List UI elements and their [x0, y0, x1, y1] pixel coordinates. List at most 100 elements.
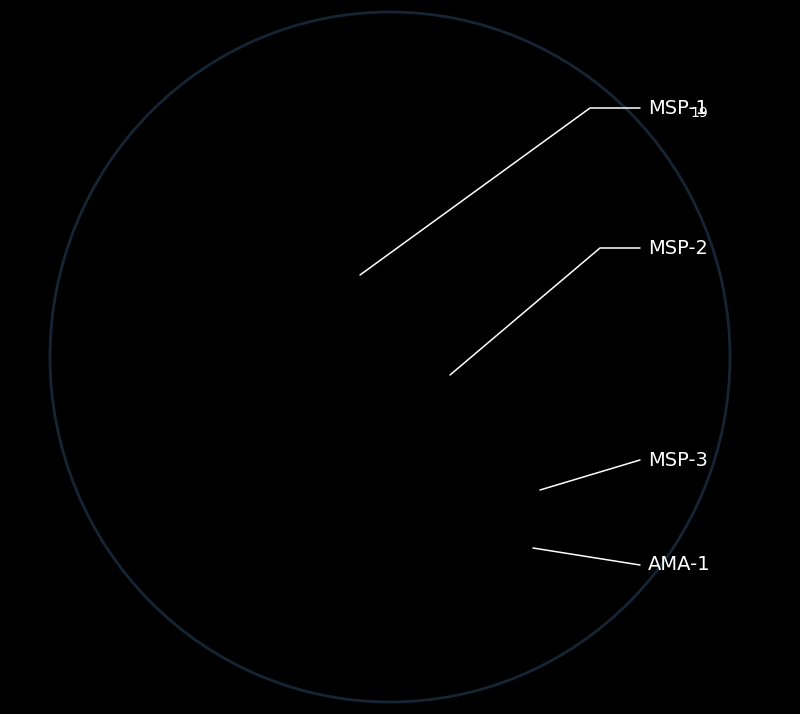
Point	[424, 379, 437, 391]
Point	[251, 512, 264, 523]
Point	[98, 489, 111, 501]
Point	[538, 259, 551, 271]
Point	[634, 424, 646, 436]
Point	[304, 252, 317, 263]
Point	[209, 564, 222, 575]
Point	[249, 169, 262, 181]
Point	[94, 364, 106, 376]
Point	[274, 439, 286, 451]
Point	[618, 169, 631, 181]
Point	[434, 444, 446, 456]
Point	[249, 314, 262, 326]
Point	[363, 654, 377, 665]
Point	[563, 159, 576, 171]
Point	[198, 384, 211, 396]
Point	[163, 284, 176, 296]
Point	[504, 484, 517, 496]
Point	[414, 514, 426, 526]
Point	[544, 194, 557, 206]
Point	[449, 574, 462, 585]
Point	[218, 549, 231, 560]
Point	[474, 304, 486, 316]
Point	[651, 214, 664, 226]
Point	[474, 49, 486, 61]
Point	[424, 629, 437, 640]
Point	[323, 182, 337, 193]
Point	[78, 312, 91, 323]
Point	[558, 454, 571, 466]
Point	[264, 119, 277, 131]
Point	[289, 534, 302, 545]
Point	[304, 339, 317, 351]
Point	[318, 654, 331, 665]
Point	[349, 116, 362, 128]
Point	[424, 304, 437, 316]
Point	[651, 214, 664, 226]
Point	[82, 249, 94, 261]
Point	[202, 456, 214, 468]
Point	[558, 454, 571, 466]
Point	[144, 559, 157, 570]
Point	[158, 454, 171, 466]
Point	[354, 514, 366, 526]
Point	[683, 254, 696, 266]
Point	[394, 464, 406, 476]
Text: 19: 19	[690, 106, 708, 120]
Point	[674, 209, 686, 221]
Point	[194, 354, 206, 366]
Point	[354, 359, 366, 371]
Point	[509, 659, 522, 670]
Point	[104, 514, 117, 526]
Point	[182, 394, 194, 406]
Point	[158, 189, 171, 201]
Point	[111, 429, 125, 441]
Point	[222, 486, 234, 498]
Point	[158, 454, 171, 466]
Point	[424, 62, 437, 74]
Point	[604, 304, 617, 316]
Point	[254, 474, 266, 486]
Point	[498, 554, 511, 565]
Point	[618, 369, 631, 381]
Point	[314, 264, 326, 276]
Point	[464, 234, 477, 246]
Point	[504, 239, 517, 251]
Point	[434, 219, 446, 231]
Point	[294, 374, 306, 386]
Text: MSP-2: MSP-2	[648, 238, 708, 258]
Point	[323, 182, 337, 193]
Point	[169, 543, 182, 554]
Point	[209, 304, 222, 316]
Point	[494, 534, 506, 545]
Point	[294, 549, 306, 560]
Point	[169, 543, 182, 554]
Point	[243, 344, 256, 356]
Point	[689, 354, 702, 366]
Point	[629, 529, 642, 540]
Point	[138, 244, 151, 256]
Point	[158, 169, 171, 181]
Point	[594, 564, 606, 575]
Point	[278, 649, 291, 660]
Point	[158, 169, 171, 181]
Point	[349, 584, 362, 595]
Point	[338, 304, 351, 316]
Point	[474, 304, 486, 316]
Point	[384, 324, 397, 336]
Point	[504, 504, 517, 516]
Point	[309, 112, 322, 124]
Point	[651, 214, 664, 226]
Point	[384, 262, 397, 273]
Point	[158, 189, 171, 201]
Point	[674, 514, 686, 526]
Point	[552, 424, 565, 436]
Point	[683, 419, 696, 431]
Point	[363, 614, 377, 625]
Point	[504, 594, 517, 605]
Point	[194, 354, 206, 366]
Point	[642, 484, 654, 496]
Point	[264, 119, 277, 131]
Point	[409, 124, 422, 136]
Point	[554, 304, 566, 316]
Point	[589, 514, 602, 526]
